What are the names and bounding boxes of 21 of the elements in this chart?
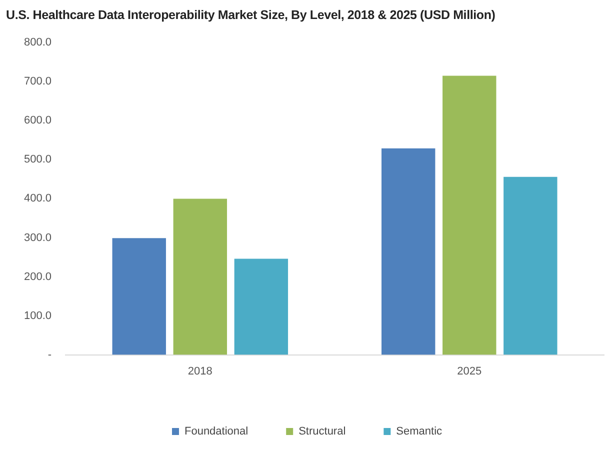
y-tick-label: 600.0 bbox=[24, 114, 52, 127]
x-tick-label: 2018 bbox=[188, 365, 212, 378]
y-tick-label: 100.0 bbox=[24, 310, 52, 322]
y-tick-label: 400.0 bbox=[24, 192, 52, 205]
bar bbox=[382, 148, 436, 355]
legend-label: Foundational bbox=[184, 426, 248, 438]
bar bbox=[112, 238, 166, 355]
bar bbox=[173, 198, 227, 355]
x-tick-label: 2025 bbox=[457, 365, 482, 378]
y-tick-label: 700.0 bbox=[24, 76, 52, 88]
y-tick-label: 200.0 bbox=[24, 270, 52, 283]
y-tick-label: 800.0 bbox=[24, 36, 52, 49]
chart-title: U.S. Healthcare Data Interoperability Market Size, By Level, 2018 & 2025 (USD Million) bbox=[5, 7, 496, 22]
y-tick-label: - bbox=[48, 348, 52, 361]
bar bbox=[504, 176, 558, 355]
bar bbox=[442, 76, 496, 355]
y-tick-label: 500.0 bbox=[24, 154, 52, 166]
bar bbox=[234, 258, 288, 355]
legend-label: Structural bbox=[298, 426, 346, 438]
y-tick-label: 300.0 bbox=[24, 232, 52, 244]
legend-label: Semantic bbox=[396, 426, 443, 438]
